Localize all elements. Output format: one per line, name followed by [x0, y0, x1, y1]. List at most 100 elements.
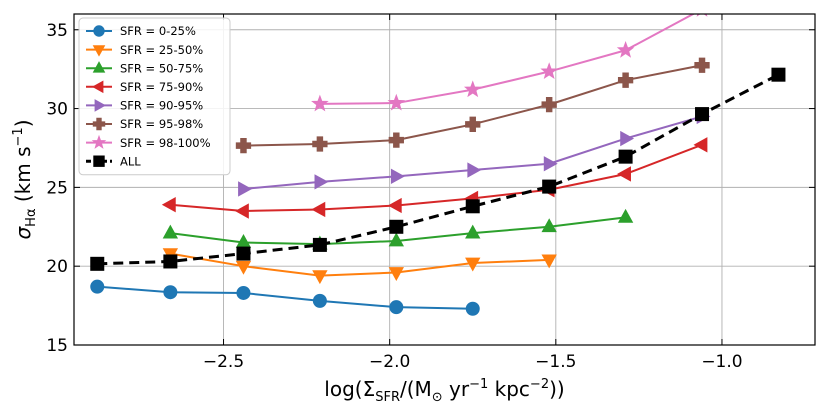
legend-label: SFR = 95-98%	[120, 117, 203, 131]
data-point	[771, 67, 786, 82]
series-line	[97, 73, 780, 266]
data-point	[465, 116, 481, 132]
legend-item: SFR = 0-25%	[86, 24, 196, 38]
data-point	[312, 293, 327, 308]
data-point	[311, 201, 326, 218]
legend-marker	[92, 61, 106, 73]
data-point	[390, 168, 405, 185]
series-group	[235, 57, 710, 154]
series-line	[319, 14, 696, 105]
x-tick-label: −1.0	[701, 352, 742, 372]
legend-item: SFR = 90-95%	[86, 99, 203, 113]
data-point	[617, 166, 631, 182]
y-tick-label: 25	[46, 178, 68, 198]
legend-label: SFR = 25-50%	[120, 43, 203, 57]
data-point	[694, 57, 710, 73]
series-line	[97, 285, 473, 310]
data-point	[465, 199, 480, 214]
data-point	[695, 107, 710, 122]
data-point	[465, 257, 481, 272]
data-point	[618, 149, 633, 164]
series-line	[170, 252, 550, 277]
data-series	[90, 14, 786, 316]
axis-ticks: −2.5 −2.0 −1.5 −1.0 15 20 25 30 35	[46, 14, 815, 372]
data-point	[235, 260, 252, 275]
data-point	[389, 300, 404, 315]
x-axis-label: log(ΣSFR/(M⊙ yr−1 kpc−2))	[324, 377, 564, 405]
data-point	[543, 156, 558, 172]
legend-item: SFR = 95-98%	[86, 117, 203, 131]
data-point	[541, 96, 557, 113]
y-tick-label: 35	[46, 21, 68, 41]
data-point	[236, 246, 251, 261]
series-line	[170, 143, 703, 213]
data-point	[387, 93, 406, 111]
legend-label: SFR = 50-75%	[120, 61, 203, 75]
series-group	[311, 14, 708, 112]
legend-marker	[93, 25, 105, 37]
data-point	[235, 137, 252, 154]
data-point	[388, 267, 404, 282]
legend: SFR = 0-25% SFR = 25-50% SFR = 50-75% SFR =…	[78, 17, 231, 176]
legend-item: SFR = 98-100%	[86, 134, 211, 150]
data-point	[312, 270, 328, 285]
x-tick-label: −2.5	[203, 352, 244, 372]
legend-item: SFR = 75-90%	[86, 80, 203, 94]
data-point	[540, 62, 558, 80]
data-point	[163, 254, 178, 269]
data-point	[387, 197, 402, 214]
data-point	[311, 94, 329, 112]
data-point	[388, 232, 404, 247]
legend-marker	[94, 99, 107, 112]
x-tick-label: −2.0	[369, 352, 410, 372]
data-point	[389, 219, 404, 234]
data-point	[312, 136, 328, 152]
data-point	[617, 208, 634, 223]
data-point	[162, 224, 179, 239]
data-point	[90, 256, 105, 271]
data-point	[616, 41, 635, 58]
data-point	[234, 203, 249, 219]
legend-label: SFR = 98-100%	[120, 136, 211, 150]
data-point	[314, 174, 329, 190]
legend-label: ALL	[120, 154, 141, 168]
data-point	[388, 132, 404, 148]
legend-marker	[92, 45, 106, 57]
y-axis-label: σHα (km s−1)	[11, 119, 39, 239]
data-point	[236, 285, 251, 300]
legend-marker	[91, 80, 104, 94]
data-point	[90, 279, 105, 294]
data-point	[161, 197, 176, 213]
x-tick-label: −1.5	[535, 352, 576, 372]
data-point	[238, 181, 252, 197]
data-point	[163, 285, 178, 300]
data-point	[542, 179, 557, 194]
plot-frame	[73, 13, 816, 346]
series-group	[162, 248, 557, 285]
data-point	[467, 162, 482, 178]
series-group	[161, 137, 708, 219]
data-point	[541, 218, 557, 233]
data-point	[693, 137, 708, 153]
series-group	[90, 279, 480, 316]
y-tick-label: 20	[46, 257, 68, 277]
legend-label: SFR = 0-25%	[120, 24, 196, 38]
legend-marker	[92, 117, 106, 131]
legend-item: SFR = 50-75%	[86, 61, 203, 75]
legend-item: SFR = 25-50%	[86, 43, 203, 57]
data-point	[465, 224, 481, 239]
data-point	[617, 72, 634, 88]
legend-marker	[91, 134, 107, 149]
data-point	[463, 80, 482, 98]
legend-item: ALL	[86, 154, 141, 168]
data-point	[620, 130, 635, 147]
y-tick-label: 30	[46, 100, 68, 120]
y-tick-label: 15	[46, 336, 68, 356]
legend-label: SFR = 90-95%	[120, 99, 203, 113]
legend-frame	[78, 17, 231, 176]
data-point	[312, 237, 327, 252]
data-point	[465, 301, 480, 316]
data-point	[541, 254, 557, 269]
series-group	[90, 67, 786, 271]
